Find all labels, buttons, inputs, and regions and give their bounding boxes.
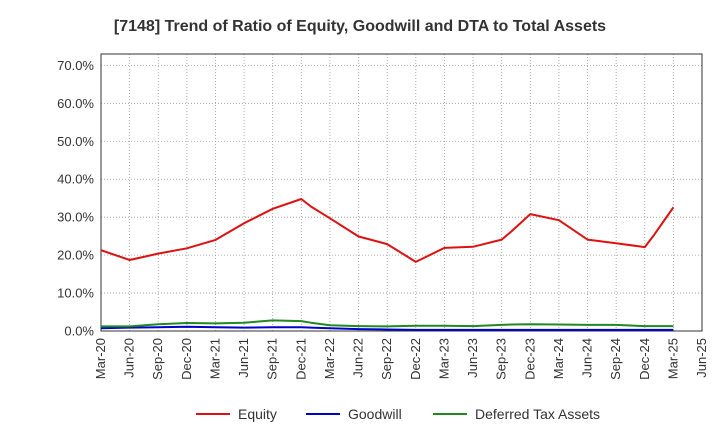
x-tick-label: Mar-25 (665, 338, 680, 379)
x-tick-label: Sep-22 (379, 338, 394, 380)
x-tick-label: Mar-23 (436, 338, 451, 379)
legend-label-goodwill: Goodwill (348, 406, 402, 422)
x-tick-label: Sep-23 (494, 338, 509, 380)
x-tick-label: Mar-22 (322, 338, 337, 379)
legend-label-equity: Equity (238, 406, 277, 422)
x-tick-label: Jun-20 (122, 338, 137, 378)
x-tick-label: Mar-24 (551, 338, 566, 379)
x-tick-label: Sep-21 (265, 338, 280, 380)
x-tick-label: Dec-24 (637, 338, 652, 380)
y-tick-label: 40.0% (57, 172, 94, 187)
x-tick-label: Dec-22 (408, 338, 423, 380)
y-tick-label: 70.0% (57, 58, 94, 73)
x-tick-label: Jun-25 (694, 338, 709, 378)
x-tick-label: Dec-20 (179, 338, 194, 380)
y-tick-label: 10.0% (57, 286, 94, 301)
x-tick-label: Jun-22 (351, 338, 366, 378)
y-tick-label: 30.0% (57, 210, 94, 225)
plot-frame (100, 53, 703, 332)
x-tick-label: Jun-21 (236, 338, 251, 378)
chart-title: [7148] Trend of Ratio of Equity, Goodwil… (114, 18, 606, 35)
y-tick-label: 0.0% (64, 324, 94, 339)
y-tick-label: 60.0% (57, 96, 94, 111)
x-tick-label: Mar-21 (207, 338, 222, 379)
x-tick-label: Sep-20 (150, 338, 165, 380)
series-line-deferred-tax-assets (101, 319, 674, 328)
x-tick-label: Dec-23 (522, 338, 537, 380)
series-line-equity (100, 198, 675, 263)
axes: Mar-20 Jun-20 Sep-20 Dec-20 Mar-21 Jun-21 Sep-… (57, 53, 709, 380)
legend-label-deferred-tax-assets: Deferred Tax Assets (475, 406, 600, 422)
y-tick-label: 50.0% (57, 134, 94, 149)
series-group (100, 198, 675, 331)
series-line-goodwill (100, 325, 674, 331)
y-tick-label: 20.0% (57, 248, 94, 263)
grid (100, 54, 703, 332)
x-tick-label: Dec-21 (293, 338, 308, 380)
x-tick-label: Jun-24 (580, 338, 595, 378)
x-tick-label: Jun-23 (465, 338, 480, 378)
legend: Equity Goodwill Deferred Tax Assets (196, 406, 600, 422)
x-tick-label: Sep-24 (608, 338, 623, 380)
x-tick-label: Mar-20 (93, 338, 108, 379)
